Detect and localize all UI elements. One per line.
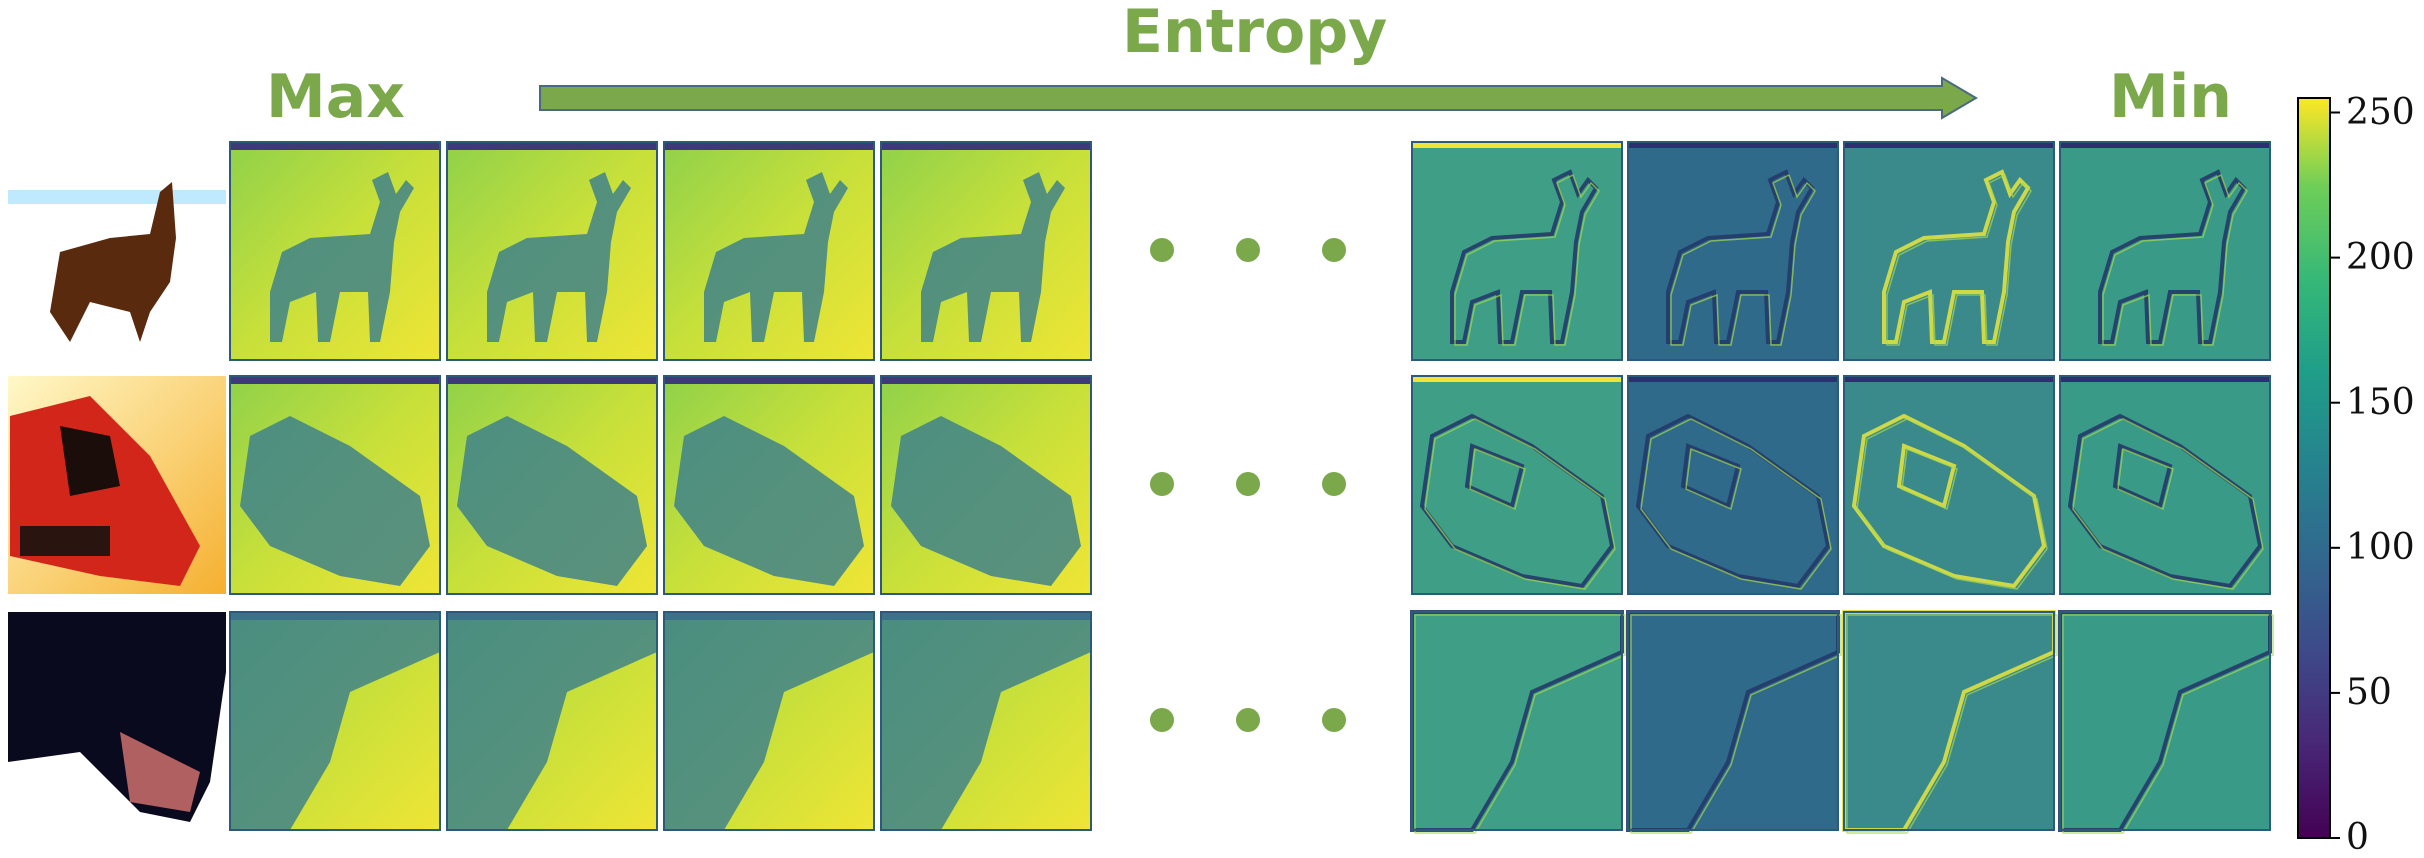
row-dog: [8, 610, 2274, 834]
colorbar-tick-label: 150: [2346, 381, 2415, 423]
source-image-dog: [8, 612, 226, 830]
high-entropy-map-automobile-2: [446, 375, 658, 595]
high-entropy-map-dog-4: [880, 611, 1092, 831]
low-entropy-map-deer-1: [1411, 141, 1623, 361]
entropy-label: Entropy: [1122, 0, 1388, 67]
source-image-automobile: [8, 376, 226, 594]
source-image-deer: [8, 142, 226, 360]
row-deer: [8, 141, 2271, 361]
high-entropy-map-deer-2: [446, 141, 658, 361]
high-entropy-map-dog-3: [663, 611, 875, 831]
high-entropy-map-automobile-4: [880, 375, 1092, 595]
high-entropy-map-deer-1: [229, 141, 441, 361]
low-entropy-map-deer-2: [1627, 141, 1839, 361]
low-entropy-map-dog-2: [1626, 610, 1842, 834]
high-entropy-map-dog-2: [446, 611, 658, 831]
row-automobile: [8, 375, 2271, 595]
low-entropy-map-dog-1: [1410, 610, 1626, 834]
colorbar-tick-label: 50: [2346, 671, 2392, 713]
colorbar-tick-label: 100: [2346, 526, 2415, 568]
colorbar-tick-label: 250: [2346, 91, 2415, 133]
high-entropy-map-automobile-3: [663, 375, 875, 595]
colorbar-tick-label: 200: [2346, 236, 2415, 278]
high-entropy-map-deer-3: [663, 141, 875, 361]
low-entropy-map-automobile-3: [1843, 375, 2055, 595]
low-entropy-map-dog-3: [1842, 610, 2058, 834]
colorbar-tick-label: 0: [2346, 817, 2369, 858]
ellipsis-row-1: [1150, 238, 1350, 268]
ellipsis-row-2: [1150, 472, 1350, 502]
low-entropy-map-automobile-4: [2059, 375, 2271, 595]
high-entropy-map-deer-4: [880, 141, 1092, 361]
high-entropy-map-automobile-1: [229, 375, 441, 595]
ellipsis-row-3: [1150, 708, 1350, 738]
low-entropy-map-deer-4: [2059, 141, 2271, 361]
max-label: Max: [266, 62, 405, 132]
high-entropy-map-dog-1: [229, 611, 441, 831]
low-entropy-map-automobile-2: [1627, 375, 1839, 595]
low-entropy-map-dog-4: [2058, 610, 2274, 834]
low-entropy-map-deer-3: [1843, 141, 2055, 361]
min-label: Min: [2109, 62, 2232, 132]
low-entropy-map-automobile-1: [1411, 375, 1623, 595]
colorbar: [2297, 97, 2331, 839]
